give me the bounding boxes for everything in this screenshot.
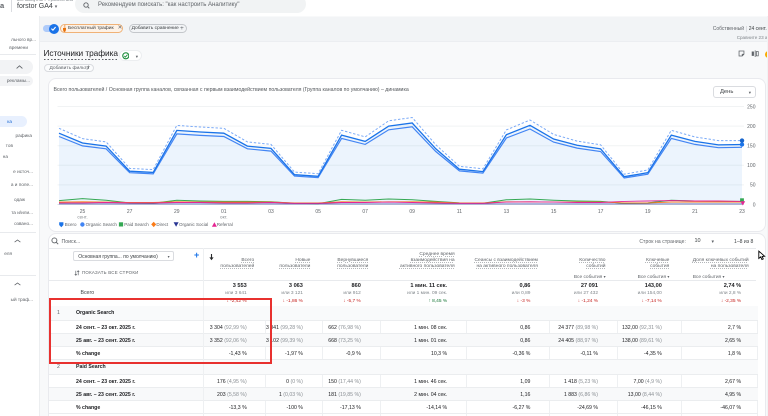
svg-text:01: 01 <box>221 209 227 215</box>
svg-text:Referral: Referral <box>216 222 232 227</box>
svg-text:Organic Search: Organic Search <box>85 222 117 227</box>
svg-text:21: 21 <box>692 209 698 215</box>
svg-text:окт.: окт. <box>220 215 228 220</box>
svg-text:11: 11 <box>456 209 461 215</box>
svg-text:150: 150 <box>747 144 756 150</box>
svg-text:Paid Search: Paid Search <box>124 222 149 227</box>
svg-text:05: 05 <box>315 209 321 215</box>
svg-text:03: 03 <box>268 209 274 215</box>
svg-text:15: 15 <box>550 209 556 215</box>
svg-text:09: 09 <box>409 209 415 215</box>
svg-text:27: 27 <box>126 209 132 215</box>
svg-text:23: 23 <box>739 209 745 215</box>
svg-text:50: 50 <box>749 183 755 189</box>
svg-text:13: 13 <box>503 209 509 215</box>
svg-text:25: 25 <box>79 209 85 215</box>
svg-text:17: 17 <box>597 209 603 215</box>
svg-text:200: 200 <box>747 124 756 130</box>
svg-text:Всего: Всего <box>64 222 76 227</box>
svg-text:сент.: сент. <box>77 215 87 220</box>
svg-text:07: 07 <box>362 209 368 215</box>
svg-text:100: 100 <box>747 163 756 169</box>
svg-text:29: 29 <box>174 209 180 215</box>
svg-text:0: 0 <box>752 202 755 208</box>
svg-text:19: 19 <box>645 209 651 215</box>
svg-text:Organic Social: Organic Social <box>179 222 208 227</box>
svg-text:250: 250 <box>747 104 756 110</box>
svg-text:Direct: Direct <box>156 222 169 227</box>
